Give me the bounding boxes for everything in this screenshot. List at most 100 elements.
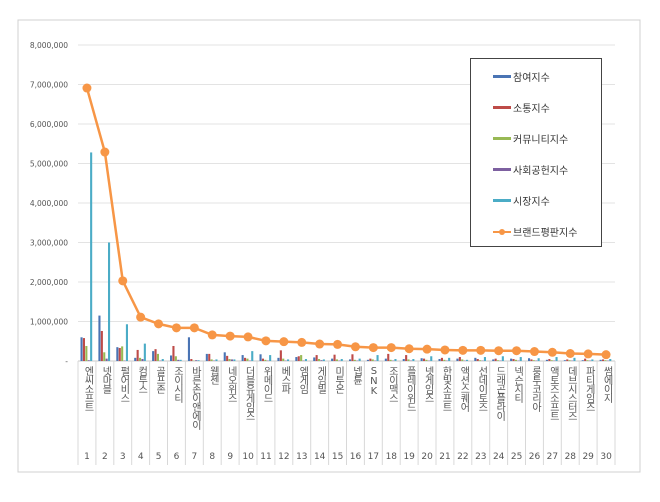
bar-소통지수 (494, 358, 497, 361)
bar-소통지수 (279, 350, 282, 361)
bar-시장지수 (394, 359, 397, 361)
bar-시장지수 (125, 324, 128, 361)
legend-label: 브랜드평판지수 (513, 228, 578, 239)
bar-참여지수 (187, 337, 190, 361)
bar-커뮤니티지수 (532, 360, 535, 361)
rank-label: 22 (457, 452, 469, 462)
y-tick-label: 4,000,000 (30, 199, 68, 208)
x-tick-label: 넵튠 (350, 366, 362, 384)
bar-소통지수 (297, 356, 300, 361)
line-point (171, 323, 181, 333)
x-tick-label: 넷게임즈 (422, 366, 434, 402)
y-tick-label: 7,000,000 (30, 81, 68, 90)
bar-시장지수 (340, 359, 343, 361)
x-tick-label: 베스파 (278, 366, 290, 393)
bar-커뮤니티지수 (210, 359, 213, 361)
legend-item: 참여지수 (493, 69, 550, 84)
bar-커뮤니티지수 (586, 360, 589, 361)
bar-커뮤니티지수 (497, 360, 500, 361)
line-point (565, 348, 575, 358)
y-tick-label: 8,000,000 (30, 41, 68, 50)
bar-시장지수 (233, 359, 236, 361)
bar-참여지수 (152, 351, 155, 361)
bar-참여지수 (349, 359, 352, 361)
x-tick-label: 바른손이앤에이 (189, 366, 201, 429)
line-point (297, 337, 307, 347)
x-tick-label: 컴투스 (135, 366, 147, 393)
rank-label: 5 (155, 452, 162, 462)
line-point (225, 331, 235, 341)
rank-label: 21 (439, 452, 451, 462)
bar-시장지수 (430, 356, 433, 361)
bar-시장지수 (215, 359, 218, 361)
legend-label: 커뮤니티지수 (513, 135, 569, 146)
bar-사회공헌지수 (230, 359, 233, 361)
bar-시장지수 (573, 357, 576, 361)
x-tick-label: 룽투코리아 (529, 366, 541, 411)
legend-label: 시장지수 (513, 197, 550, 208)
legend-label: 참여지수 (513, 73, 550, 84)
bar-사회공헌지수 (320, 360, 323, 361)
line-point (529, 347, 539, 357)
y-tick-label: 2,000,000 (30, 278, 68, 287)
bar-시장지수 (537, 358, 540, 361)
bar-사회공헌지수 (105, 358, 108, 361)
line-point (386, 343, 396, 353)
bar-참여지수 (80, 337, 83, 361)
legend-swatch (493, 228, 511, 235)
bar-참여지수 (313, 357, 316, 361)
legend-item: 커뮤니티지수 (493, 131, 568, 146)
bar-커뮤니티지수 (103, 352, 106, 361)
rank-label: 14 (313, 452, 326, 462)
x-tick-label: 넥슨지티 (511, 366, 523, 402)
bar-시장지수 (143, 343, 146, 361)
line-point (82, 83, 92, 93)
line-point (512, 346, 522, 356)
legend: 참여지수 소통지수 커뮤니티지수 사회공헌지수 시장지수 브랜드평판지수 (470, 58, 602, 247)
rank-label: 13 (296, 452, 308, 462)
rank-label: 28 (564, 452, 577, 462)
bar-커뮤니티지수 (264, 359, 267, 361)
bar-참여지수 (384, 358, 387, 361)
bar-참여지수 (402, 359, 405, 361)
x-tick-label: 조이시티 (171, 366, 183, 402)
x-tick-label: 선데이토즈 (475, 366, 487, 411)
x-tick-label: 네오위즈 (225, 366, 237, 402)
rank-label: 11 (260, 452, 272, 462)
line-point (279, 337, 289, 347)
bar-소통지수 (315, 355, 318, 361)
bar-시장지수 (591, 359, 594, 361)
line-point (118, 276, 128, 286)
bar-시장지수 (555, 357, 558, 361)
x-tick-label: 드래곤플라이 (493, 366, 505, 420)
x-tick-label: 조이맥스 (386, 366, 398, 402)
legend-swatch (493, 106, 511, 109)
legend-swatch (493, 199, 511, 202)
bar-참여지수 (545, 359, 548, 361)
bar-소통지수 (208, 353, 211, 361)
x-tick-label: 한빛소프트 (440, 366, 451, 411)
bar-소통지수 (423, 358, 426, 361)
x-tick-label: 펄어비스 (117, 366, 129, 402)
bar-커뮤니티지수 (604, 360, 607, 361)
rank-label: 25 (510, 452, 523, 462)
line-point (350, 342, 360, 352)
line-point (333, 339, 343, 349)
bar-시장지수 (161, 359, 164, 361)
legend-swatch (493, 168, 511, 171)
line-point (100, 147, 110, 157)
bar-참여지수 (170, 355, 173, 361)
x-tick-label: SNK (368, 366, 380, 396)
rank-label: 30 (600, 452, 612, 462)
rank-label: 18 (385, 452, 398, 462)
bar-참여지수 (456, 358, 459, 361)
line-point (136, 312, 146, 322)
bar-소통지수 (512, 359, 515, 361)
line-point (404, 344, 414, 354)
bar-소통지수 (476, 359, 479, 361)
bar-소통지수 (584, 358, 587, 361)
rank-label: 9 (227, 452, 234, 462)
line-point (440, 345, 450, 355)
bar-참여지수 (599, 359, 602, 361)
